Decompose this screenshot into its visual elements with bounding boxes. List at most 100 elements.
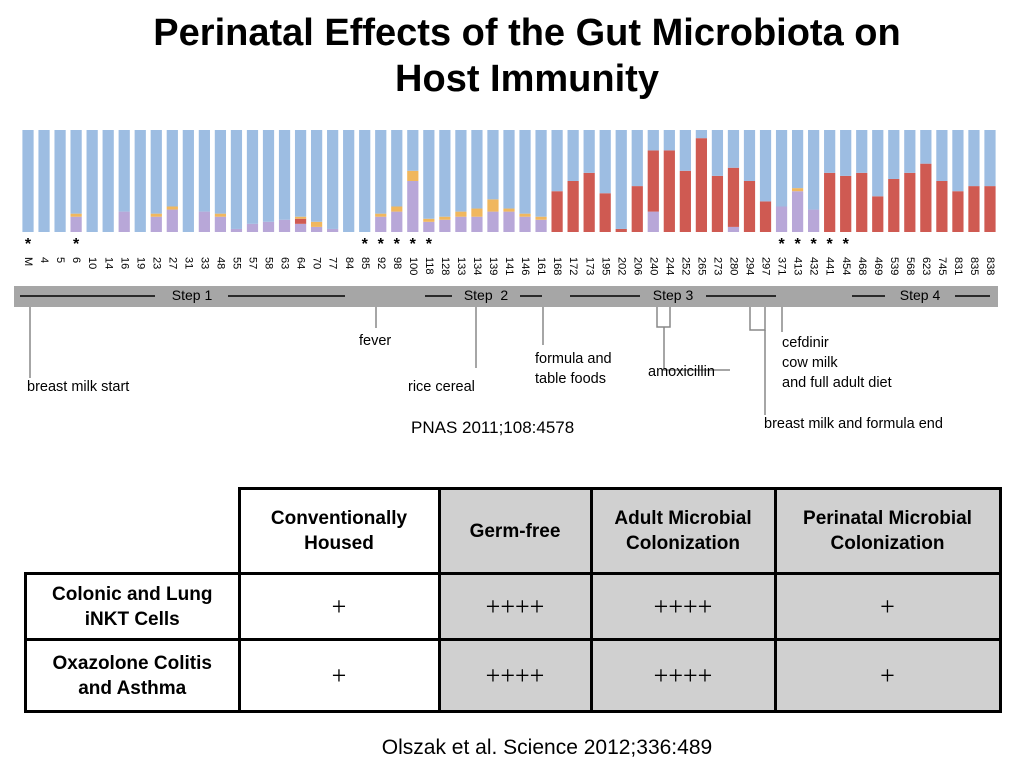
bar-segment: [407, 181, 419, 232]
cell: ++++: [437, 572, 593, 641]
bar-segment: [936, 181, 948, 232]
bar-segment: [759, 201, 772, 232]
bar-segment: [840, 175, 852, 232]
bar-segment: [150, 213, 162, 217]
x-tick-label: 469: [872, 257, 884, 275]
bar-segment: [471, 130, 483, 209]
cell: ++++: [437, 638, 593, 713]
bar-segment: [551, 130, 563, 192]
bar-segment: [791, 188, 804, 192]
bar-segment: [246, 130, 259, 224]
bar-segment: [503, 130, 515, 209]
bar-segment: [743, 181, 756, 232]
bar-segment: [455, 130, 467, 212]
bar-segment: [86, 130, 98, 232]
bar-segment: [407, 170, 419, 181]
x-tick-label: 23: [150, 257, 162, 269]
bar-segment: [327, 130, 339, 229]
bar-segment: [535, 130, 547, 217]
bar-segment: [711, 175, 724, 232]
bar-segment: [198, 130, 210, 212]
bar-segment: [791, 130, 804, 189]
x-tick-label: 432: [808, 257, 820, 275]
bar-segment: [968, 130, 980, 187]
star-label: *: [794, 236, 801, 253]
bar-segment: [294, 130, 307, 217]
bar-segment: [455, 211, 467, 217]
x-tick-label: 48: [215, 257, 227, 269]
x-tick-label: 273: [712, 257, 724, 275]
bar-segment: [391, 130, 403, 207]
star-label: *: [25, 236, 32, 253]
annotation: formula and table foods: [535, 351, 612, 387]
bar-segment: [535, 216, 547, 220]
x-tick-label: 63: [279, 257, 291, 269]
cell: +: [773, 572, 1002, 641]
bar-segment: [920, 163, 932, 232]
bar-segment: [391, 206, 403, 212]
x-tick-label: 92: [375, 257, 387, 269]
bar-segment: [278, 130, 291, 220]
bar-segment: [294, 223, 307, 232]
x-tick-label: 252: [679, 257, 691, 275]
x-tick-label: 168: [551, 257, 563, 275]
bar-segment: [70, 130, 82, 214]
bar-segment: [775, 206, 788, 232]
x-tick-label: 64: [295, 257, 307, 269]
bar-segment: [567, 130, 579, 181]
step-label: Step 2: [464, 287, 509, 303]
bar-segment: [375, 130, 387, 214]
leader-lines: [29, 307, 783, 415]
bar-segment: [727, 226, 740, 232]
x-tick-label: 5: [54, 257, 66, 263]
bar-segment: [230, 228, 243, 232]
row-header: Colonic and Lung iNKT Cells: [24, 572, 241, 641]
bar-segment: [824, 130, 836, 173]
star-label: *: [426, 236, 433, 253]
citation: Olszak et al. Science 2012;336:489: [381, 736, 713, 759]
bar-segment: [519, 130, 531, 214]
x-tick-label: 280: [728, 257, 740, 275]
cell: +: [237, 572, 441, 641]
bar-segment: [615, 228, 627, 232]
bar-segment: [487, 130, 499, 200]
x-tick-label: 10: [86, 257, 98, 269]
x-tick-label: 195: [599, 257, 611, 275]
annotation: breast milk and formula end: [764, 416, 943, 432]
x-tick-label: 100: [407, 257, 419, 275]
citation: PNAS 2011;108:4578: [411, 418, 575, 437]
bar-segment: [824, 172, 836, 232]
annotation: rice cereal: [408, 379, 475, 395]
bar-segment: [535, 219, 547, 232]
x-tick-label: 33: [198, 257, 210, 269]
star-label: *: [394, 236, 401, 253]
bar-segment: [262, 130, 275, 222]
bar-segment: [214, 130, 227, 214]
bar-segment: [663, 130, 675, 151]
bar-segment: [198, 211, 210, 232]
x-tick-label: 85: [359, 257, 371, 269]
bar-segment: [727, 167, 740, 227]
bar-segment: [583, 172, 595, 232]
bar-segment: [439, 216, 451, 220]
title: Perinatal Effects of the Gut Microbiota …: [153, 12, 901, 100]
cell: ++++: [589, 638, 777, 713]
bar-segment: [262, 221, 275, 232]
bar-segment: [583, 130, 595, 173]
bar-segment: [984, 186, 996, 232]
step-label: Step 4: [900, 287, 941, 303]
bar-segment: [551, 191, 563, 232]
bar-segment: [54, 130, 66, 232]
x-tick-label: 19: [134, 257, 146, 269]
annotation: breast milk start: [27, 379, 130, 395]
star-label: *: [362, 236, 369, 253]
bar-segment: [343, 130, 355, 232]
bar-segment: [182, 130, 194, 232]
annotation: cefdinir cow milk and full adult diet: [782, 335, 892, 391]
bar-segment: [808, 209, 820, 232]
x-tick-label: 133: [455, 257, 467, 275]
x-tick-label: 202: [615, 257, 627, 275]
bar-segment: [294, 216, 307, 219]
bar-segment: [840, 130, 852, 176]
x-tick-label: 27: [166, 257, 178, 269]
